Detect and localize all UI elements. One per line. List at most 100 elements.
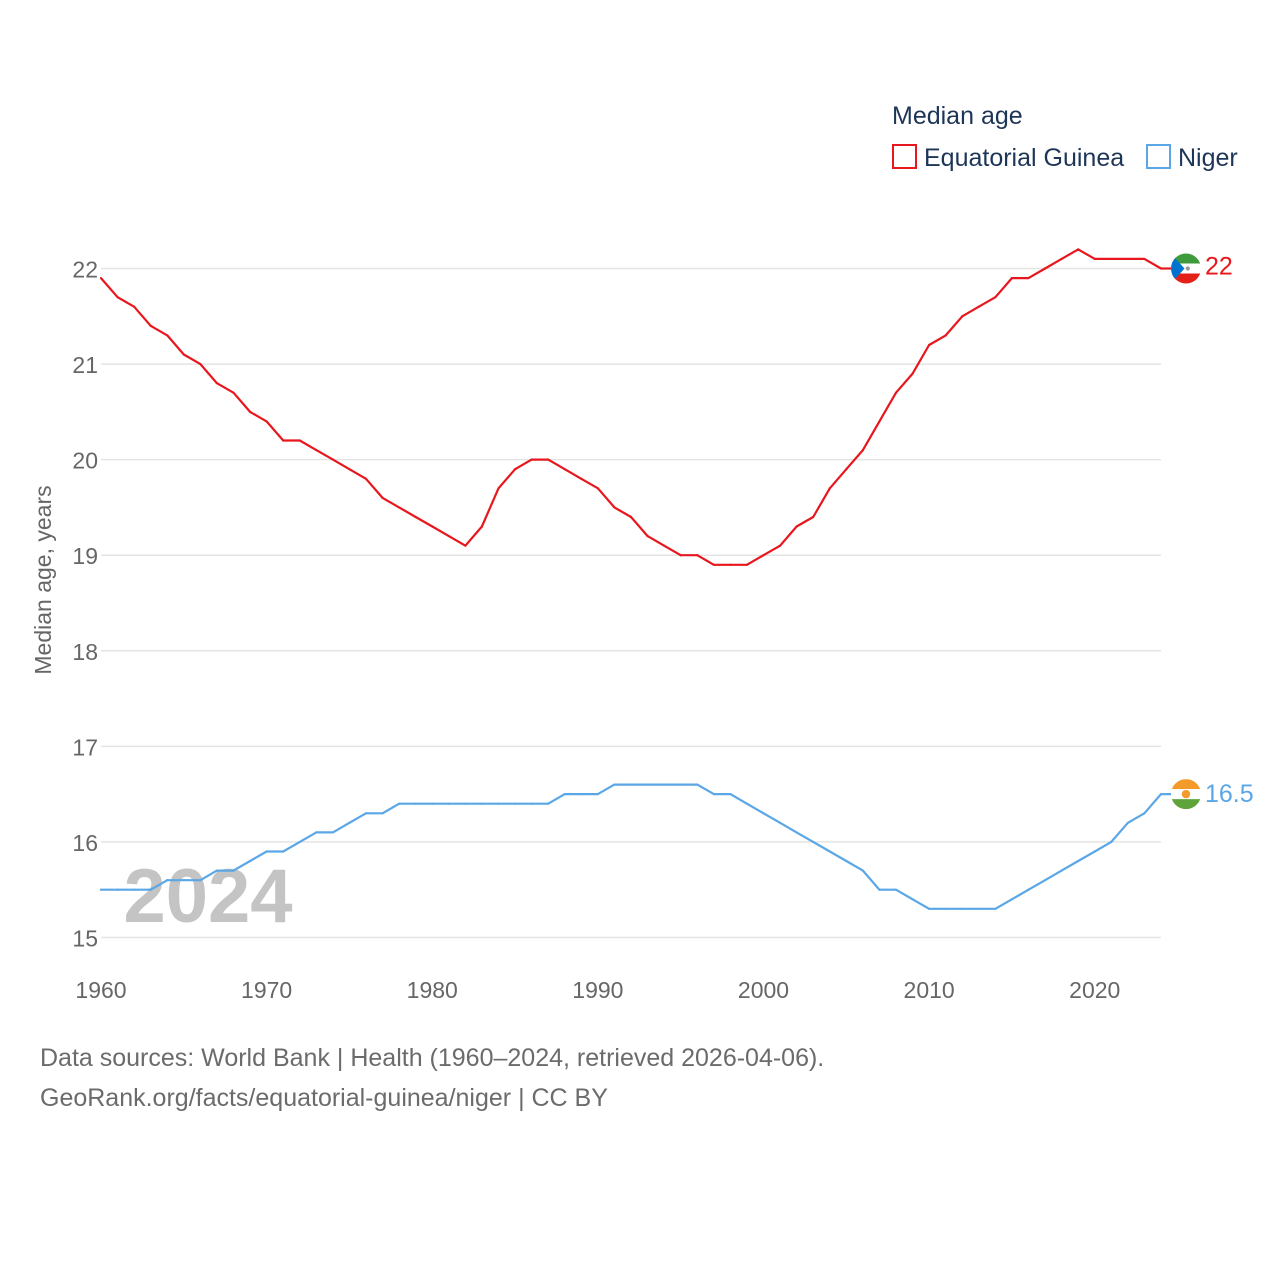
data-point (1093, 257, 1096, 261)
data-point (133, 888, 136, 891)
source-link[interactable]: GeoRank.org/facts/equatorial-guinea/nige… (40, 1084, 608, 1112)
data-point (513, 802, 517, 805)
data-point (712, 563, 715, 566)
data-point (629, 783, 633, 786)
data-point (149, 324, 152, 327)
data-point (679, 554, 682, 557)
data-point (596, 487, 599, 490)
data-point (778, 544, 782, 547)
x-tick-label-2010: 2010 (904, 977, 955, 1003)
data-point (994, 296, 997, 299)
data-point (1027, 276, 1030, 280)
data-point (497, 802, 500, 805)
data-point (530, 802, 533, 805)
data-point (331, 831, 334, 834)
data-point (414, 515, 417, 519)
legend-title: Median age (892, 102, 1023, 130)
data-point (845, 859, 848, 863)
data-point (464, 802, 467, 805)
data-point (99, 276, 103, 280)
y-tick-label-19: 19 (72, 543, 98, 569)
data-point (1043, 879, 1047, 882)
data-point (315, 831, 318, 834)
year-label: 2024 (123, 854, 292, 939)
data-point (1010, 898, 1014, 901)
data-point (513, 468, 517, 471)
data-point (894, 391, 898, 394)
data-point (116, 888, 119, 891)
data-point (944, 334, 947, 337)
y-tick-label-20: 20 (72, 448, 98, 474)
data-point (381, 812, 384, 815)
data-point (298, 439, 301, 442)
data-point (928, 343, 931, 347)
data-point (265, 420, 268, 423)
data-point (1126, 821, 1129, 824)
data-point (928, 907, 931, 910)
data-point (961, 907, 964, 910)
data-point (812, 840, 815, 844)
data-point (431, 802, 434, 805)
data-point (911, 372, 914, 375)
data-point (282, 850, 285, 853)
data-point (149, 888, 152, 891)
y-tick-label-16: 16 (72, 830, 98, 856)
data-point (878, 420, 881, 423)
data-point (679, 783, 682, 786)
data-point (530, 458, 533, 461)
data-point (1143, 257, 1146, 261)
data-point (348, 468, 351, 471)
data-point (1060, 257, 1063, 261)
data-point (1110, 257, 1113, 261)
data-point (414, 802, 417, 805)
data-point (828, 487, 831, 490)
y-tick-label-18: 18 (72, 639, 98, 665)
niger-flag (1171, 779, 1201, 810)
median-age-line-chart: 15 16 17 18 19 20 21 22 1960 1970 1980 1990 2000 2010… (30, 102, 1254, 1003)
y-tick-label-22: 22 (72, 257, 98, 283)
y-tick-label-17: 17 (72, 734, 98, 760)
data-point (1143, 812, 1146, 815)
data-point (696, 783, 699, 786)
data-point (762, 554, 765, 557)
data-point (447, 535, 450, 538)
x-tick-label-1970: 1970 (241, 977, 292, 1003)
data-point (1077, 248, 1080, 251)
data-point (613, 506, 616, 509)
data-point (961, 315, 964, 318)
data-point (298, 840, 301, 844)
data-source-note: Data sources: World Bank | Health (1960–… (40, 1044, 825, 1072)
data-point (182, 879, 185, 882)
data-point (547, 802, 550, 805)
data-point (762, 812, 765, 815)
data-point (977, 305, 980, 308)
data-point (215, 382, 219, 385)
data-point (265, 850, 268, 853)
data-point (447, 802, 450, 805)
data-point (563, 793, 566, 796)
data-point (861, 448, 864, 452)
data-point (232, 391, 235, 394)
data-point (99, 888, 103, 891)
data-point (878, 888, 881, 891)
data-point (911, 898, 914, 901)
data-point (646, 783, 649, 786)
data-point (778, 821, 782, 824)
data-point (364, 812, 368, 815)
data-point (248, 410, 252, 413)
data-point (547, 458, 550, 461)
data-point (580, 477, 583, 480)
data-point (646, 535, 649, 538)
end-value-label-0: 22 (1205, 253, 1233, 281)
data-point (828, 850, 831, 853)
data-point (1060, 869, 1063, 872)
data-point (745, 802, 749, 805)
y-tick-label-21: 21 (72, 352, 98, 378)
x-tick-label-2000: 2000 (738, 977, 789, 1003)
data-point (944, 907, 947, 910)
data-point (166, 879, 169, 882)
data-point (1126, 257, 1129, 261)
legend-entry-1: Niger (1178, 144, 1238, 172)
data-point (977, 907, 980, 910)
x-tick-label-1990: 1990 (572, 977, 623, 1003)
